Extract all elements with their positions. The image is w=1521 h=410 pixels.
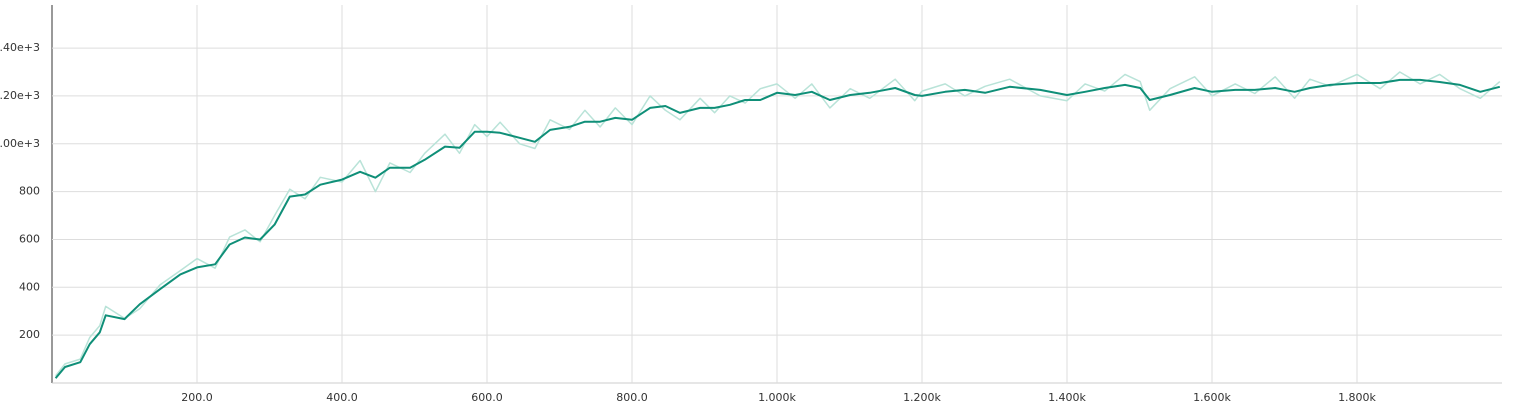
series-line: [54, 78, 1501, 379]
y-tick-label: 400: [19, 280, 40, 293]
x-tick-label: 400.0: [326, 391, 358, 404]
series-line: [55, 71, 1501, 377]
x-tick-label: 200.0: [181, 391, 213, 404]
x-tick-label: 600.0: [471, 391, 503, 404]
x-tick-label: 1.200k: [903, 391, 941, 404]
y-tick-label: 1.40e+3: [0, 41, 40, 54]
y-tick-label: 1.20e+3: [0, 89, 40, 102]
x-tick-label: 1.000k: [758, 391, 796, 404]
x-tick-label: 800.0: [616, 391, 648, 404]
y-tick-label: 600: [19, 232, 40, 245]
x-tick-label: 1.400k: [1048, 391, 1086, 404]
y-tick-label: 1.00e+3: [0, 137, 40, 150]
x-tick-label: 1.800k: [1338, 391, 1376, 404]
x-tick-label: 1.600k: [1193, 391, 1231, 404]
y-tick-label: 200: [19, 328, 40, 341]
y-tick-label: 800: [19, 185, 40, 198]
